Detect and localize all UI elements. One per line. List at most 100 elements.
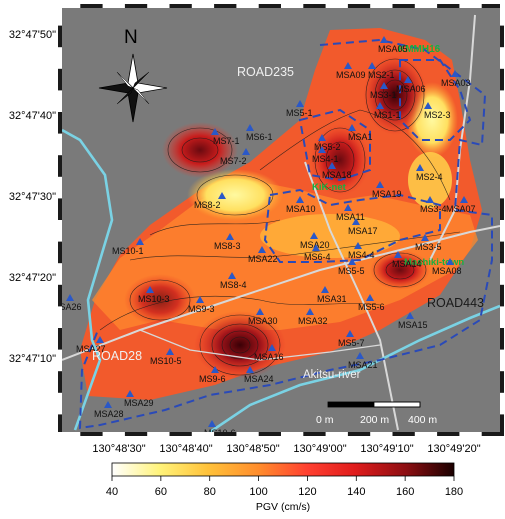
- colorbar-tick-label: 160: [396, 486, 414, 498]
- station-triangle-icon: [368, 62, 376, 69]
- station-triangle-icon: [352, 218, 360, 225]
- station-triangle-icon: [318, 134, 326, 141]
- station-triangle-icon: [146, 286, 154, 293]
- station-label: MSA17: [348, 226, 378, 236]
- road-line: [139, 329, 381, 361]
- station-triangle-icon: [346, 330, 354, 337]
- pgv-high-zone: [162, 122, 238, 178]
- station-triangle-icon: [208, 420, 216, 427]
- lat-axis: 32°47'50" 32°47'40" 32°47'30" 32°47'20" …: [9, 29, 56, 365]
- station-triangle-icon: [211, 128, 219, 135]
- frame-segment: [236, 4, 259, 8]
- station-label: MS5-1: [286, 108, 313, 118]
- frame-segment: [147, 432, 170, 436]
- colorbar-tick-label: 40: [106, 486, 118, 498]
- pgv-high-zone: [124, 274, 196, 326]
- station-triangle-icon: [426, 196, 434, 203]
- station-triangle-icon: [268, 344, 276, 351]
- station-triangle-icon: [424, 102, 432, 109]
- frame-segment: [325, 432, 348, 436]
- station-triangle-icon: [460, 196, 468, 203]
- station-label: MS2-1: [368, 70, 395, 80]
- frame-segment: [325, 4, 348, 8]
- lon-tick: 130°48'40": [159, 443, 212, 455]
- road-label-443: ROAD443: [427, 296, 484, 310]
- station-label: MS6-1: [246, 132, 273, 142]
- river-label: Akitsu-river: [303, 369, 361, 381]
- river-line: [62, 128, 114, 431]
- station-label: MSA09: [336, 70, 366, 80]
- frame-segment: [370, 4, 393, 8]
- scale-label-400: 400 m: [408, 414, 437, 426]
- station-triangle-icon: [376, 181, 384, 188]
- lat-tick: 32°47'50": [9, 29, 56, 41]
- station-triangle-icon: [312, 244, 320, 251]
- frame-segment: [58, 176, 62, 199]
- frame-segment: [500, 220, 504, 242]
- frame-segment: [102, 4, 125, 8]
- station-triangle-icon: [348, 258, 356, 265]
- frame-segment: [500, 263, 504, 285]
- station-triangle-icon: [404, 76, 412, 83]
- scale-label-200: 200 m: [360, 414, 389, 426]
- station-label: MSA27: [76, 344, 106, 354]
- station-triangle-icon: [328, 162, 336, 169]
- station-label: MS8-4: [220, 280, 247, 290]
- frame-segment: [58, 432, 81, 436]
- station-label: MS5-5: [338, 266, 365, 276]
- station-label: MS10-6: [204, 428, 236, 438]
- station-triangle-icon: [226, 233, 234, 240]
- feature-labels: ROAD235 ROAD28 ROAD443 Akitsu-river: [92, 65, 484, 381]
- reference-stations: KMMH16 KiK-net Mashiki-town: [312, 44, 464, 268]
- frame-segment: [500, 90, 504, 112]
- station-triangle-icon: [394, 251, 402, 258]
- frame-segment: [500, 4, 504, 26]
- colorbar-ticks: 40 60 80 100 120 140 160 180: [106, 476, 463, 498]
- frame-segment: [191, 4, 215, 8]
- colorbar-tick-label: 140: [347, 486, 365, 498]
- lat-tick: 32°47'30": [9, 191, 56, 203]
- colorbar-tick-label: 180: [445, 486, 463, 498]
- station-triangle-icon: [366, 294, 374, 301]
- station-triangle-icon: [136, 238, 144, 245]
- scale-label-0: 0 m: [316, 414, 334, 426]
- station-triangle-icon: [356, 352, 364, 359]
- lat-tick: 32°47'20": [9, 272, 56, 284]
- colorbar-title: PGV (cm/s): [256, 501, 310, 513]
- frame-segment: [102, 432, 125, 436]
- lon-tick: 130°48'50": [226, 443, 279, 455]
- station-label: MSA30: [248, 316, 278, 326]
- frame-segment: [58, 133, 62, 156]
- station-triangle-icon: [96, 336, 104, 343]
- station-label: MSA03: [441, 78, 471, 88]
- frame-segment: [281, 432, 304, 436]
- station-label: MSA10: [286, 204, 316, 214]
- station-label: MSA18: [322, 170, 352, 180]
- station-triangle-icon: [228, 272, 236, 279]
- north-arrow-icon: N: [98, 27, 168, 123]
- station-label: MS5-7: [338, 338, 365, 348]
- station-label: MS7-2: [220, 156, 247, 166]
- pgv-peak-zone: [363, 55, 427, 135]
- frame-segment: [58, 4, 81, 8]
- station-triangle-icon: [211, 366, 219, 373]
- station-triangle-icon: [446, 258, 454, 265]
- station-label: MSA32: [298, 316, 328, 326]
- boundary-line: [263, 188, 441, 263]
- pgv-low-zone: [187, 169, 283, 221]
- station-label: MSA07: [446, 204, 476, 214]
- scale-bar: 0 m 200 m 400 m: [316, 401, 437, 426]
- station-label: MSA21: [348, 360, 378, 370]
- lat-tick: 32°47'10": [9, 353, 56, 365]
- frame-segment: [147, 4, 170, 8]
- station-triangle-icon: [344, 62, 352, 69]
- lon-tick: 130°48'30": [92, 443, 145, 455]
- frame-segment: [500, 306, 504, 328]
- station-label: MSA28: [94, 409, 124, 419]
- frame-segment: [500, 47, 504, 69]
- pgv-peak-zone: [194, 311, 286, 379]
- station-label: MS6-4: [304, 252, 331, 262]
